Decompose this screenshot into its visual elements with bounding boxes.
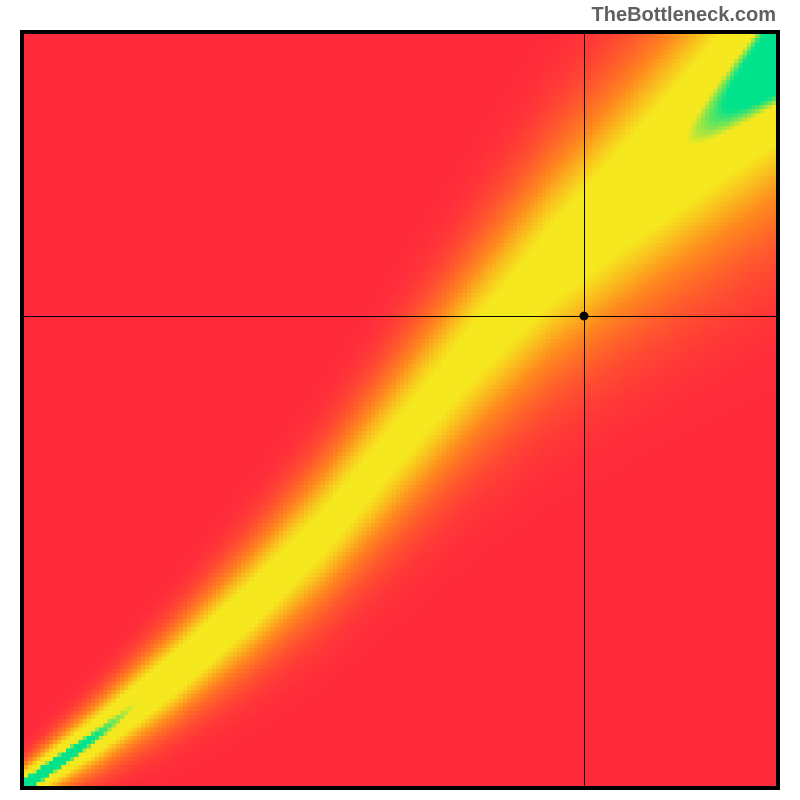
marker-dot (580, 312, 589, 321)
plot-area (20, 30, 780, 790)
figure-container: TheBottleneck.com (0, 0, 800, 800)
watermark-text: TheBottleneck.com (592, 4, 776, 27)
crosshair-horizontal (24, 316, 776, 317)
heatmap-canvas (24, 34, 776, 786)
crosshair-vertical (584, 34, 585, 786)
